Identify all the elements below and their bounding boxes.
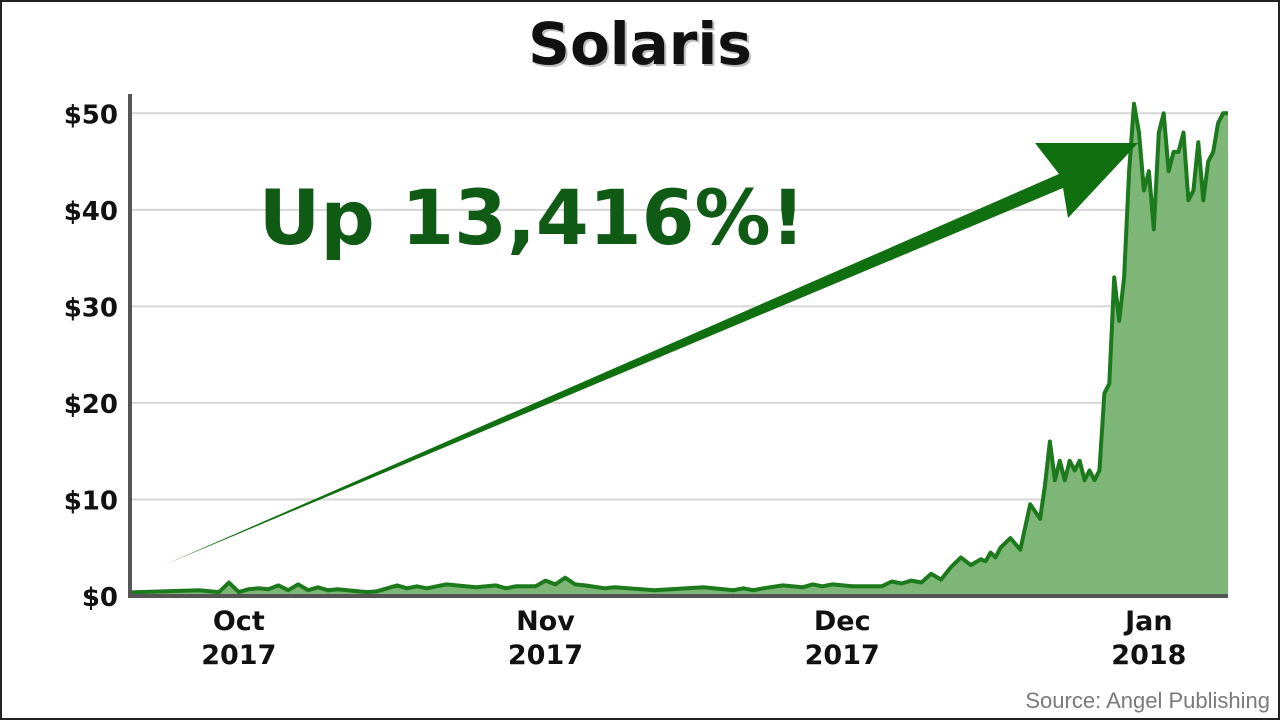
y-tick-label: $50 xyxy=(64,100,118,130)
chart-title: Solaris xyxy=(528,10,752,78)
series-line xyxy=(129,101,1228,595)
axis-layer: $0 $10 $20 $30 $40 $50 Oct 2017 Nov 2017 Dec 2017 Ja… xyxy=(64,94,1228,671)
y-tick-label: $0 xyxy=(82,583,118,613)
y-tick-label: $20 xyxy=(64,390,118,420)
y-tick-label: $40 xyxy=(64,197,118,227)
x-tick-label: Nov 2017 xyxy=(508,606,583,671)
x-tick-label: Jan 2018 xyxy=(1111,606,1186,671)
source-credit: Source: Angel Publishing xyxy=(1025,688,1270,713)
arrow-annotation xyxy=(164,143,1138,565)
x-tick-label: Dec 2017 xyxy=(805,606,880,671)
y-tick-label: $10 xyxy=(64,486,118,516)
annotation-text: Up 13,416%! xyxy=(259,173,806,262)
y-tick-label: $30 xyxy=(64,293,118,323)
x-tick-label: Oct 2017 xyxy=(201,606,276,671)
series-area xyxy=(130,103,1228,596)
series-layer xyxy=(129,101,1228,596)
trend-arrow xyxy=(164,143,1138,565)
